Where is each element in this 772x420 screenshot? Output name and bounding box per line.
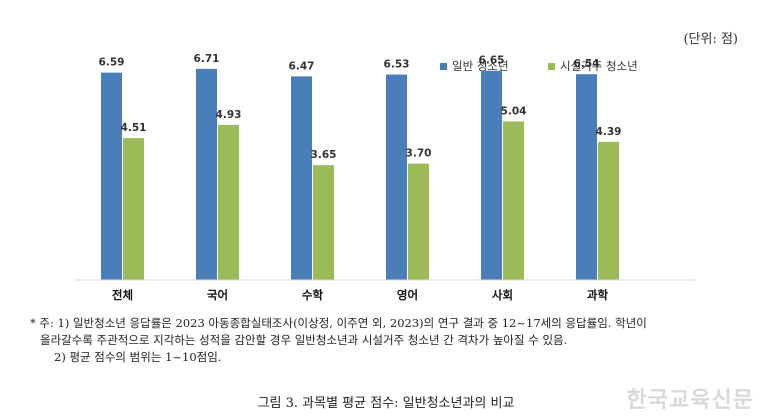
value-label: 3.70 <box>406 148 432 160</box>
bar-general-5 <box>576 74 597 280</box>
value-label: 5.04 <box>501 105 527 117</box>
bar-facility-0 <box>123 138 144 280</box>
bar-general-0 <box>101 72 122 280</box>
figure-caption: 그림 3. 과목별 평균 점수: 일반청소년과의 비교 <box>257 396 515 411</box>
value-label: 6.59 <box>99 57 125 69</box>
category-label: 영어 <box>397 288 418 302</box>
bar-general-2 <box>291 76 312 280</box>
footnote-line-1: * 주: 1) 일반청소년 응답률은 2023 아동종합실태조사(이상정, 이주… <box>30 316 647 330</box>
value-label: 4.93 <box>216 109 242 121</box>
bar-chart: 일반 청소년 시설거주 청소년 6.594.516.714.936.473.656… <box>75 53 695 302</box>
value-label: 6.54 <box>574 58 600 70</box>
value-label: 4.51 <box>121 122 147 134</box>
watermark-logo: 한국교육신문 <box>626 388 754 413</box>
legend-swatch <box>548 63 555 70</box>
category-label: 국어 <box>207 288 228 302</box>
bar-facility-2 <box>313 165 334 280</box>
bar-facility-3 <box>408 163 429 280</box>
value-label: 3.65 <box>311 149 337 161</box>
category-labels: 전체 국어 수학 영어 사회 과학 <box>112 288 609 302</box>
category-label: 수학 <box>302 288 324 302</box>
footnotes: * 주: 1) 일반청소년 응답률은 2023 아동종합실태조사(이상정, 이주… <box>30 315 760 366</box>
bar-general-3 <box>386 74 407 280</box>
unit-label: (단위: 점) <box>683 32 738 47</box>
bars: 6.59 4.51 6.71 4.93 6.47 3.65 6.53 3.70 6.65 5.04… <box>99 53 622 281</box>
value-label: 4.39 <box>596 126 622 138</box>
value-label: 6.65 <box>479 55 505 67</box>
value-label: 6.53 <box>384 59 410 71</box>
bar-general-1 <box>196 68 217 280</box>
footnote-line-3: 2) 평균 점수의 범위는 1~10점임. <box>54 350 222 364</box>
value-label: 6.47 <box>289 60 315 72</box>
legend-label: 시설거주 청소년 <box>560 59 638 73</box>
bar-facility-5 <box>598 141 619 280</box>
legend-swatch <box>440 63 447 70</box>
value-label: 6.71 <box>194 53 220 65</box>
category-label: 과학 <box>587 288 609 302</box>
footnote-line-2: 올라갈수록 주관적으로 지각하는 성적을 감안할 경우 일반청소년과 시설거주 … <box>40 333 568 347</box>
category-label: 전체 <box>112 288 133 302</box>
bar-facility-1 <box>218 124 239 281</box>
bar-general-4 <box>481 70 502 280</box>
category-label: 사회 <box>492 288 513 302</box>
legend-label: 일반 청소년 <box>452 59 509 73</box>
legend: 일반 청소년 시설거주 청소년 <box>440 59 638 73</box>
bar-facility-4 <box>503 121 524 281</box>
